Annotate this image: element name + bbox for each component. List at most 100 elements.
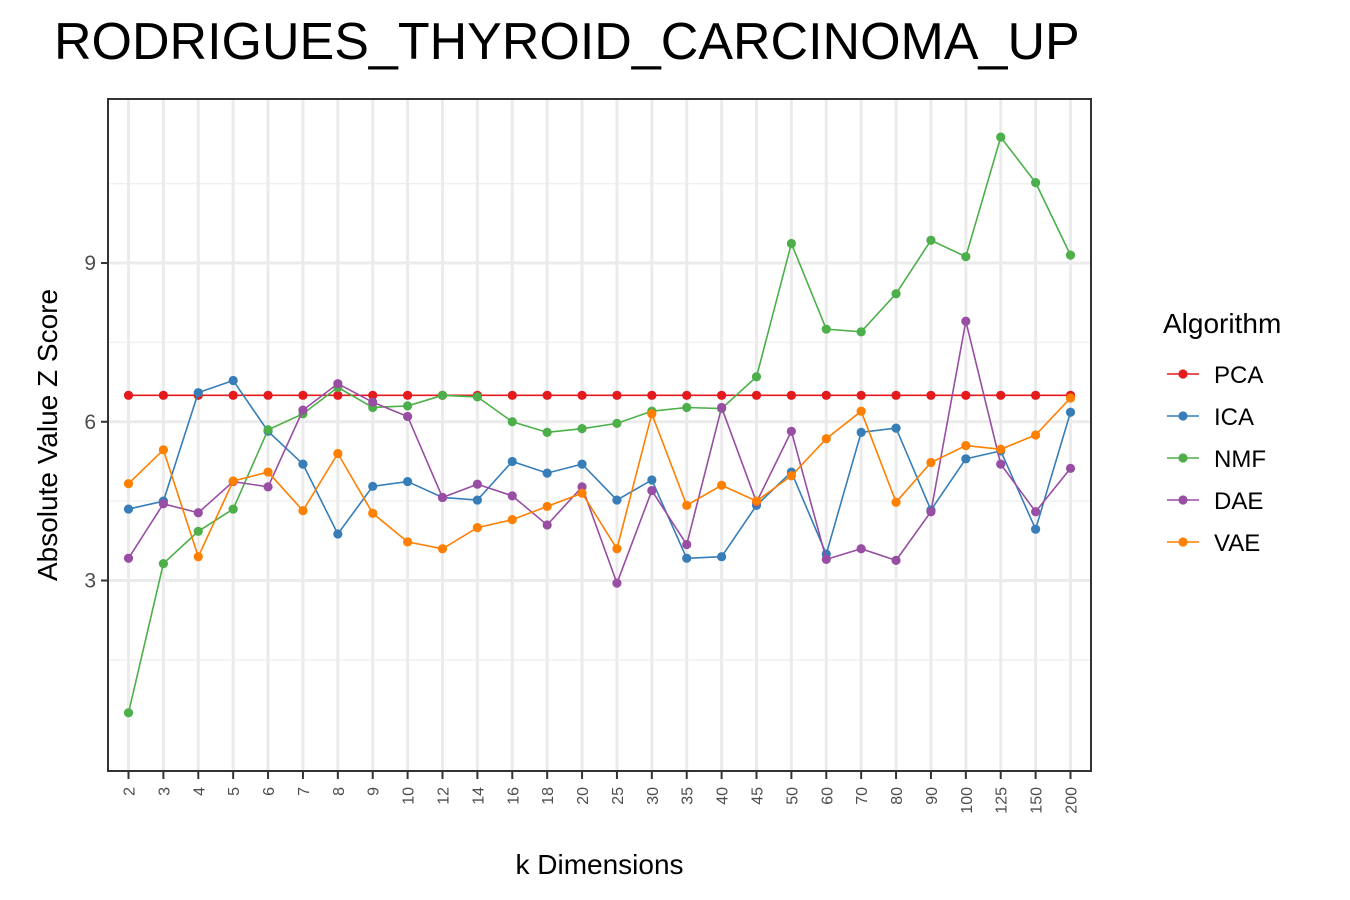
data-point-ica [228, 375, 238, 386]
x-tick-label: 125 [994, 787, 1011, 814]
data-point-dae [263, 482, 273, 492]
x-tick-label: 60 [819, 787, 836, 805]
y-tick-label: 6 [84, 411, 96, 434]
legend: Algorithm PCA ICA NMF DAE VAE [1163, 308, 1281, 557]
data-point-dae [333, 379, 343, 389]
data-point-nmf [996, 132, 1006, 142]
legend-key-point [1178, 453, 1188, 463]
data-point-pca [856, 390, 866, 400]
data-point-vae [228, 476, 238, 486]
legend-label: NMF [1214, 446, 1266, 473]
data-point-pca [298, 390, 308, 400]
data-point-dae [472, 479, 482, 489]
data-point-dae [193, 508, 203, 518]
data-point-ica [891, 423, 901, 433]
data-point-nmf [961, 252, 971, 262]
y-axis-title: Absolute Value Z Score [32, 289, 63, 581]
data-point-vae [1031, 430, 1041, 440]
data-point-ica [682, 553, 692, 563]
data-point-vae [891, 497, 901, 507]
legend-item-pca: PCA [1167, 362, 1263, 389]
data-point-dae [507, 491, 517, 501]
data-point-dae [717, 402, 727, 413]
data-point-dae [612, 578, 622, 588]
data-point-pca [786, 390, 796, 400]
x-tick-label: 25 [610, 787, 627, 805]
data-point-nmf [542, 427, 552, 437]
data-point-nmf [612, 418, 622, 428]
data-point-vae [507, 515, 517, 525]
data-point-ica [368, 481, 378, 491]
x-tick-label: 10 [401, 787, 418, 805]
x-tick-label: 30 [645, 787, 662, 805]
chart-title: RODRIGUES_THYROID_CARCINOMA_UP [54, 13, 1080, 71]
legend-label: VAE [1214, 530, 1260, 557]
legend-title: Algorithm [1163, 308, 1281, 339]
data-point-dae [123, 553, 134, 563]
x-tick-label: 200 [1064, 787, 1081, 814]
data-point-pca [403, 390, 413, 400]
data-point-pca [368, 390, 378, 400]
legend-label: DAE [1214, 488, 1263, 515]
x-tick-label: 90 [924, 787, 941, 805]
data-point-nmf [821, 324, 831, 334]
data-point-vae [263, 467, 273, 477]
x-tick-label: 9 [366, 787, 383, 796]
data-point-vae [158, 445, 168, 455]
data-point-nmf [437, 390, 448, 400]
data-point-pca [647, 390, 657, 400]
x-tick-label: 3 [156, 787, 173, 796]
data-point-nmf [926, 235, 936, 245]
data-point-pca [1031, 390, 1041, 400]
data-point-dae [437, 492, 448, 503]
data-point-vae [612, 544, 622, 554]
data-point-nmf [193, 526, 203, 536]
x-tick-label: 70 [854, 787, 871, 805]
data-point-nmf [403, 401, 413, 411]
legend-key-point [1178, 411, 1188, 421]
data-point-dae [856, 544, 866, 554]
data-point-vae [682, 500, 692, 510]
legend-item-dae: DAE [1167, 488, 1263, 515]
data-point-dae [1031, 507, 1041, 517]
x-tick-label: 20 [575, 787, 592, 805]
data-point-vae [368, 508, 378, 518]
x-tick-label: 16 [505, 787, 522, 805]
legend-item-ica: ICA [1167, 404, 1254, 431]
data-point-vae [123, 479, 134, 489]
x-tick-label: 18 [540, 787, 557, 805]
x-tick-label: 5 [226, 787, 243, 796]
series-line-nmf [127, 135, 1072, 713]
data-point-pca [717, 390, 727, 400]
data-point-vae [647, 409, 657, 419]
data-point-ica [577, 459, 587, 469]
data-point-pca [542, 390, 552, 400]
data-point-dae [891, 555, 901, 566]
data-point-pca [158, 390, 168, 400]
data-point-ica [612, 495, 622, 505]
x-tick-label: 50 [784, 787, 801, 805]
x-tick-label: 6 [261, 787, 278, 796]
data-point-dae [647, 485, 657, 496]
data-point-nmf [856, 327, 866, 337]
data-point-ica [1031, 524, 1041, 534]
plot-panel-border [107, 98, 1092, 772]
data-point-vae [577, 488, 587, 498]
x-tick-label: 40 [715, 787, 732, 805]
data-point-dae [577, 482, 587, 492]
data-point-nmf [123, 708, 134, 718]
legend-key-point [1178, 369, 1188, 379]
data-point-vae [996, 444, 1006, 454]
data-point-pca [333, 390, 343, 400]
legend-item-nmf: NMF [1167, 446, 1266, 473]
x-axis-title: k Dimensions [515, 849, 683, 880]
data-point-vae [437, 544, 448, 554]
x-tick-label: 2 [122, 787, 139, 796]
data-point-pca [682, 390, 692, 400]
data-point-ica [403, 476, 413, 487]
data-point-nmf [507, 417, 517, 427]
data-point-nmf [263, 425, 273, 435]
data-point-pca [891, 390, 901, 400]
data-point-ica [193, 388, 203, 398]
